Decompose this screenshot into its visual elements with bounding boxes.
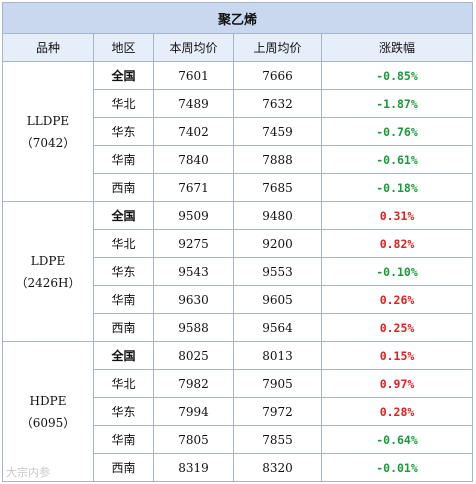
category-cell: LDPE （2426H） [2, 201, 94, 342]
table-row: 华北 9275 9200 0.82% [3, 229, 473, 258]
this-week-price-cell: 9630 [153, 285, 234, 314]
table-row: 西南 8319 8320 -0.01% [3, 453, 473, 482]
header-change-pct: 涨跌幅 [321, 33, 473, 62]
last-week-price-cell: 7972 [233, 397, 322, 426]
this-week-price-cell: 8025 [153, 341, 234, 370]
last-week-price-cell: 7905 [233, 369, 322, 398]
region-cell: 华北 [93, 369, 154, 398]
change-pct-cell: 0.28% [321, 397, 473, 426]
last-week-price-cell: 7632 [233, 89, 322, 118]
category-cell: LLDPE （7042） [2, 61, 94, 202]
this-week-price-cell: 9543 [153, 257, 234, 286]
last-week-price-cell: 8320 [233, 453, 322, 482]
change-pct-cell: 0.31% [321, 201, 473, 230]
region-cell: 全国 [93, 61, 154, 90]
header-category: 品种 [2, 33, 94, 62]
table-body: LLDPE （7042） 全国 7601 7666 -0.85% 华北 7489 7632 -1… [2, 61, 473, 482]
last-week-price-cell: 9200 [233, 229, 322, 258]
region-cell: 华南 [93, 285, 154, 314]
this-week-price-cell: 7982 [153, 369, 234, 398]
table-title: 聚乙烯 [2, 2, 473, 34]
change-pct-cell: -0.10% [321, 257, 473, 286]
table-row: 华北 7489 7632 -1.87% [3, 89, 473, 118]
this-week-price-cell: 7489 [153, 89, 234, 118]
table-row: 华东 7402 7459 -0.76% [3, 117, 473, 146]
change-pct-cell: 0.15% [321, 341, 473, 370]
change-pct-cell: 0.26% [321, 285, 473, 314]
last-week-price-cell: 7855 [233, 425, 322, 454]
change-pct-cell: 0.25% [321, 313, 473, 342]
table-row: 西南 9588 9564 0.25% [3, 313, 473, 342]
table-row: 华南 7840 7888 -0.61% [3, 145, 473, 174]
table-row: 华南 9630 9605 0.26% [3, 285, 473, 314]
last-week-price-cell: 7888 [233, 145, 322, 174]
table-row: LDPE （2426H） 全国 9509 9480 0.31% [2, 201, 473, 342]
this-week-price-cell: 7671 [153, 173, 234, 202]
this-week-price-cell: 7805 [153, 425, 234, 454]
change-pct-cell: 0.82% [321, 229, 473, 258]
this-week-price-cell: 9588 [153, 313, 234, 342]
this-week-price-cell: 9275 [153, 229, 234, 258]
region-cell: 全国 [93, 341, 154, 370]
header-last-week-avg: 上周均价 [233, 33, 322, 62]
region-cell: 华北 [93, 89, 154, 118]
region-cell: 华东 [93, 257, 154, 286]
change-pct-cell: -0.64% [321, 425, 473, 454]
last-week-price-cell: 9605 [233, 285, 322, 314]
table-row: 华东 9543 9553 -0.10% [3, 257, 473, 286]
this-week-price-cell: 7840 [153, 145, 234, 174]
last-week-price-cell: 7685 [233, 173, 322, 202]
region-cell: 华东 [93, 117, 154, 146]
change-pct-cell: -0.01% [321, 453, 473, 482]
region-cell: 西南 [93, 173, 154, 202]
table-row: 西南 7671 7685 -0.18% [3, 173, 473, 202]
region-cell: 华北 [93, 229, 154, 258]
region-cell: 全国 [93, 201, 154, 230]
watermark-text: 大宗内参 [6, 466, 50, 479]
table-row: LLDPE （7042） 全国 7601 7666 -0.85% [2, 61, 473, 202]
header-this-week-avg: 本周均价 [153, 33, 234, 62]
category-cell: HDPE （6095） [2, 341, 94, 482]
this-week-price-cell: 8319 [153, 453, 234, 482]
region-cell: 华南 [93, 425, 154, 454]
last-week-price-cell: 9480 [233, 201, 322, 230]
this-week-price-cell: 7402 [153, 117, 234, 146]
region-cell: 西南 [93, 453, 154, 482]
last-week-price-cell: 7459 [233, 117, 322, 146]
header-region: 地区 [93, 33, 154, 62]
change-pct-cell: 0.97% [321, 369, 473, 398]
change-pct-cell: -0.85% [321, 61, 473, 90]
last-week-price-cell: 7666 [233, 61, 322, 90]
region-cell: 西南 [93, 313, 154, 342]
region-cell: 华东 [93, 397, 154, 426]
change-pct-cell: -0.76% [321, 117, 473, 146]
table-row: HDPE （6095） 全国 8025 8013 0.15% [2, 341, 473, 482]
this-week-price-cell: 9509 [153, 201, 234, 230]
last-week-price-cell: 9564 [233, 313, 322, 342]
last-week-price-cell: 8013 [233, 341, 322, 370]
region-cell: 华南 [93, 145, 154, 174]
change-pct-cell: -0.61% [321, 145, 473, 174]
change-pct-cell: -1.87% [321, 89, 473, 118]
this-week-price-cell: 7601 [153, 61, 234, 90]
change-pct-cell: -0.18% [321, 173, 473, 202]
table-row: 华南 7805 7855 -0.64% [3, 425, 473, 454]
last-week-price-cell: 9553 [233, 257, 322, 286]
this-week-price-cell: 7994 [153, 397, 234, 426]
